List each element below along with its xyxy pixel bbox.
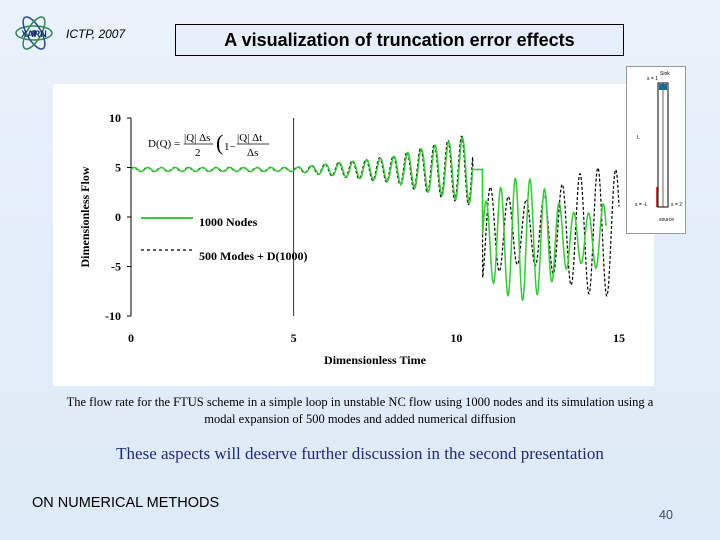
legend-label-1000-nodes: 1000 Nodes [199, 215, 258, 229]
schematic-label-sink: Sink [660, 71, 670, 77]
formula-paren: ( [216, 130, 223, 155]
y-tick-label: -10 [105, 309, 121, 323]
atom-logo-icon: XARN [15, 16, 53, 50]
logo-text: XARN [21, 29, 47, 39]
x-tick-label: 15 [613, 331, 625, 345]
schematic-label-l: L [637, 135, 640, 141]
formula-numerator-2: |Q| Δt [237, 132, 262, 144]
chart-panel: 10 5 0 -5 -10 0 5 10 15 Dimensionless Time Dimensi… [53, 84, 654, 386]
formula-numerator-1: |Q| Δs [184, 132, 210, 144]
formula-annotation: D(Q) = |Q| Δs 2 ( 1− |Q| Δt Δs [148, 130, 269, 159]
y-axis-title: Dimensionless Flow [78, 166, 92, 267]
formula-denominator-2: Δs [247, 147, 258, 159]
title-box: A visualization of truncation error effe… [175, 24, 624, 56]
schematic-label-s2: s = 2 [671, 202, 682, 208]
schematic-label-source: source [659, 217, 674, 223]
x-tick-label: 10 [450, 331, 462, 345]
formula-one-minus: 1− [224, 141, 236, 153]
y-tick-label: 5 [115, 161, 121, 175]
legend-label-500-modes: 500 Modes + D(1000) [199, 249, 308, 263]
page-number: 40 [659, 508, 673, 522]
x-tick-label: 0 [128, 331, 134, 345]
series-line-1000-nodes [130, 136, 607, 302]
loop-diagram: s = 1 Sink L s = -L source s = 2 [635, 71, 682, 223]
venue-label: ICTP, 2007 [66, 27, 126, 41]
figure-caption: The flow rate for the FTUS scheme in a s… [66, 395, 654, 426]
y-tick-label: 10 [109, 111, 121, 125]
formula-label: D(Q) = [148, 138, 180, 150]
sink-block [659, 84, 667, 90]
y-tick-label: 0 [115, 210, 121, 224]
note-text: These aspects will deserve further discu… [116, 444, 604, 463]
footer-label: ON NUMERICAL METHODS [32, 495, 220, 511]
x-axis-title: Dimensionless Time [324, 353, 427, 367]
page-title: A visualization of truncation error effe… [224, 30, 575, 50]
schematic-label-s1: s = 1 [647, 76, 658, 82]
logo: XARN [14, 16, 54, 50]
schematic-label-s-minus-l: s = -L [635, 202, 648, 208]
line-chart: 10 5 0 -5 -10 0 5 10 15 Dimensionless Time Dimensi… [78, 111, 625, 367]
x-tick-label: 5 [291, 331, 297, 345]
loop-schematic: s = 1 Sink L s = -L source s = 2 [626, 66, 686, 234]
y-tick-label: -5 [111, 260, 121, 274]
formula-denominator-1: 2 [195, 147, 201, 159]
legend: 1000 Nodes 500 Modes + D(1000) [141, 215, 308, 263]
